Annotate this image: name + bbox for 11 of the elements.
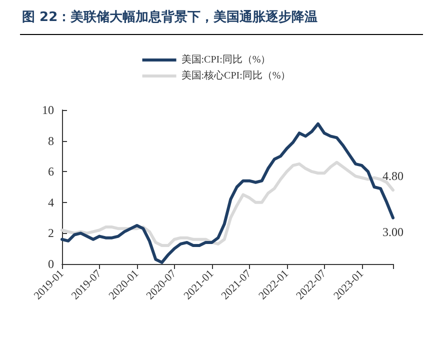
y-tick-label: 0 — [48, 257, 54, 271]
legend-label: 美国:CPI:同比（%） — [181, 54, 271, 66]
y-tick-label: 6 — [48, 164, 54, 179]
y-tick-label: 10 — [42, 103, 54, 117]
legend-label: 美国:核心CPI:同比（%） — [181, 70, 291, 82]
chart-title: 图 22：美联储大幅加息背景下，美国通胀逐步降温 — [22, 8, 318, 26]
data-label: 4.80 — [382, 169, 404, 184]
y-tick-label: 4 — [48, 195, 54, 210]
y-tick-label: 2 — [48, 226, 54, 240]
y-tick-label: 8 — [48, 134, 54, 148]
data-label: 3.00 — [382, 224, 404, 239]
